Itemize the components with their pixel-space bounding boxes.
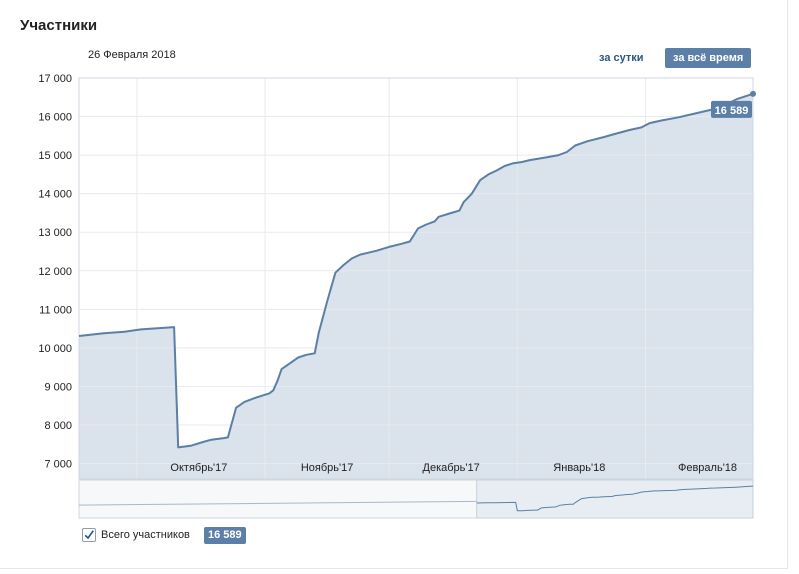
- y-tick-label: 11 000: [39, 304, 72, 316]
- y-tick-label: 14 000: [38, 189, 72, 201]
- x-axis: Октябрь'17 Ноябрь'17 Декабрь'17 Январь'18 Фе…: [170, 462, 737, 474]
- series-checkbox[interactable]: [82, 528, 96, 542]
- panel-bottom-border: [0, 568, 788, 569]
- y-tick-label: 15 000: [38, 150, 72, 162]
- last-point: [750, 90, 756, 97]
- all-time-button[interactable]: за всё время: [665, 48, 752, 68]
- area-fill-layer: [79, 93, 753, 480]
- value-badge-label: 16 589: [715, 105, 749, 117]
- y-tick-label: 16 000: [38, 112, 72, 124]
- x-tick-label: Январь'18: [553, 462, 605, 474]
- y-tick-label: 13 000: [38, 227, 72, 239]
- legend-label: Всего участников: [101, 529, 190, 541]
- navigator-window: [476, 479, 754, 519]
- hovered-date: 26 Февраля 2018: [88, 49, 176, 61]
- area-fill: [79, 93, 753, 480]
- series-line: [78, 92, 754, 449]
- range-navigator[interactable]: [78, 479, 754, 519]
- total-members-badge: 16 589: [204, 527, 246, 544]
- legend-item[interactable]: Всего участников: [82, 527, 190, 543]
- x-tick-label: Декабрь'17: [423, 462, 480, 474]
- x-tick-label: Октябрь'17: [170, 462, 227, 474]
- y-tick-label: 17 000: [38, 73, 72, 85]
- y-tick-label: 9 000: [44, 381, 72, 393]
- y-tick-label: 7 000: [44, 459, 72, 471]
- y-axis: 7 000 8 000 9 000 10 000 11 000 12 000 13 000 1…: [38, 73, 72, 471]
- y-tick-label: 8 000: [44, 420, 72, 432]
- x-tick-label: Февраль'18: [678, 462, 737, 474]
- value-badge: [711, 100, 752, 118]
- y-tick-label: 10 000: [38, 343, 72, 355]
- y-tick-label: 12 000: [38, 266, 72, 278]
- panel-right-border: [787, 0, 788, 568]
- per-day-button[interactable]: за сутки: [599, 52, 644, 64]
- chart-title: Участники: [20, 17, 98, 34]
- series-line-layer: [78, 92, 754, 449]
- x-tick-label: Ноябрь'17: [301, 462, 354, 474]
- navigator-line: [476, 485, 754, 512]
- navigator-history-line: [78, 500, 477, 506]
- checkmark-icon: [84, 530, 94, 540]
- last-value-marker: 16 589: [711, 90, 756, 118]
